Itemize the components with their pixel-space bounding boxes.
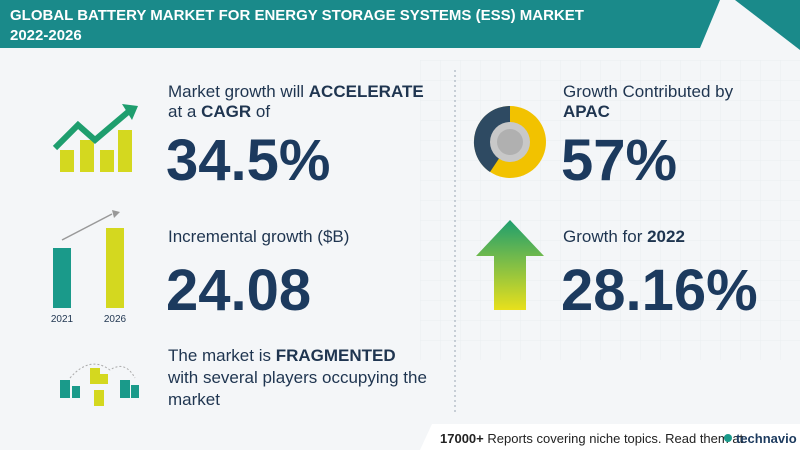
cagr-line2: at a CAGR of bbox=[168, 102, 270, 121]
corner-accent bbox=[735, 0, 800, 50]
cagr-value: 34.5% bbox=[166, 128, 330, 193]
year-start: 2021 bbox=[51, 314, 74, 325]
title-years: 2022-2026 bbox=[10, 27, 82, 44]
fragmented-line3: market bbox=[168, 390, 220, 409]
incremental-label: Incremental growth ($B) bbox=[168, 227, 349, 246]
growth-icon bbox=[52, 104, 138, 172]
growth-year-value: 28.16% bbox=[561, 258, 758, 323]
title: GLOBAL BATTERY MARKET FOR ENERGY STORAGE… bbox=[10, 7, 584, 24]
cagr-line1: Market growth will ACCELERATE bbox=[168, 82, 424, 101]
region-name: APAC bbox=[563, 102, 610, 121]
growth-year-label: Growth for 2022 bbox=[563, 227, 685, 246]
brand-mark bbox=[724, 434, 732, 442]
region-label: Growth Contributed by bbox=[563, 82, 734, 101]
bars-icon bbox=[53, 210, 124, 308]
incremental-value: 24.08 bbox=[166, 258, 311, 323]
fragmented-line1: The market is FRAGMENTED bbox=[168, 346, 396, 365]
footer-band bbox=[420, 424, 800, 450]
brand[interactable]: technavio bbox=[736, 431, 797, 446]
footer: 17000+ Reports covering niche topics. Re… bbox=[440, 431, 744, 446]
donut-icon bbox=[473, 105, 546, 178]
header-band bbox=[0, 0, 720, 48]
arrow-icon bbox=[476, 220, 544, 310]
year-end: 2026 bbox=[104, 314, 127, 325]
fragmented-line2: with several players occupying the bbox=[167, 368, 427, 387]
players-icon bbox=[60, 363, 139, 406]
region-value: 57% bbox=[561, 128, 677, 193]
background-grid bbox=[420, 60, 800, 360]
